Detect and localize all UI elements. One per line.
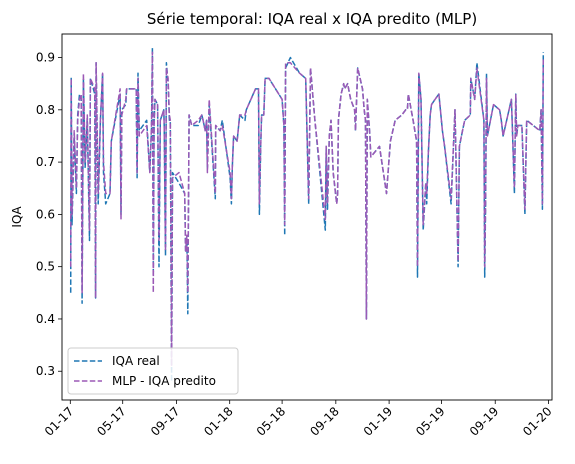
y-tick-label: 0.4: [36, 312, 55, 326]
x-tick-label: 09-18: [307, 404, 342, 439]
y-tick-label: 0.3: [36, 364, 55, 378]
legend-label: IQA real: [112, 354, 160, 368]
legend-box: [67, 347, 239, 395]
y-tick-label: 0.5: [36, 260, 55, 274]
x-tick-label: 01-19: [361, 404, 396, 439]
x-tick-label: 01-20: [520, 404, 555, 439]
y-tick-label: 0.8: [36, 103, 55, 117]
x-tick-label: 05-18: [254, 404, 289, 439]
y-axis: 0.3 0.4 0.5 0.6 0.7 0.8 0.9: [36, 51, 62, 378]
x-tick-label: 09-17: [148, 404, 183, 439]
series-line-2: [69, 51, 545, 367]
plot-frame: [61, 33, 553, 401]
y-tick-label: 0.6: [36, 207, 55, 221]
legend: IQA real MLP - IQA predito: [67, 347, 239, 395]
y-tick-label: 0.7: [36, 155, 55, 169]
y-axis-label: IQA: [10, 206, 24, 228]
x-tick-label: 09-19: [467, 404, 502, 439]
x-tick-label: 05-17: [94, 404, 129, 439]
y-tick-label: 0.9: [36, 51, 55, 65]
chart-title: Série temporal: IQA real x IQA predito (…: [147, 10, 477, 28]
legend-label: MLP - IQA predito: [112, 374, 216, 388]
x-tick-label: 01-18: [201, 404, 236, 439]
x-tick-label: 05-19: [413, 404, 448, 439]
x-axis: 01-17 05-17 09-17 01-18 05-18 09-18 01-19 05-19…: [42, 400, 555, 439]
series-line-1: [69, 46, 545, 383]
series-layer: [69, 46, 545, 383]
x-tick-label: 01-17: [42, 404, 77, 439]
